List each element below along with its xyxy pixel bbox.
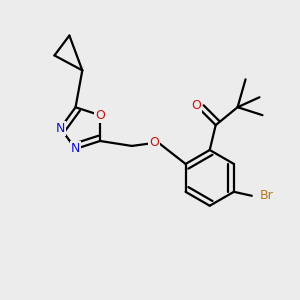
Text: O: O (149, 136, 159, 149)
Text: O: O (191, 99, 201, 112)
Text: N: N (56, 122, 65, 135)
Text: O: O (95, 109, 105, 122)
Text: N: N (71, 142, 80, 155)
Text: Br: Br (260, 189, 274, 202)
